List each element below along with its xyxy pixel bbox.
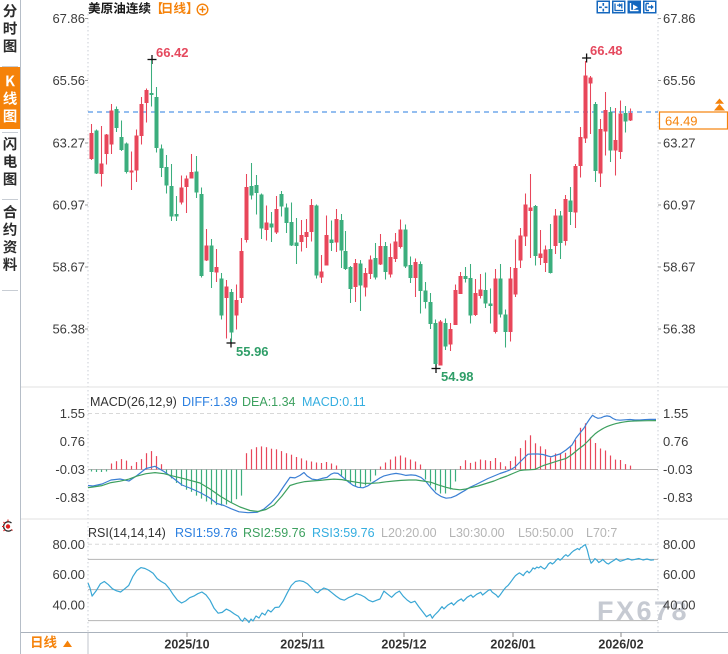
svg-text:L50:50.00: L50:50.00 [518,526,574,540]
svg-text:-0.83: -0.83 [55,490,85,505]
svg-text:55.96: 55.96 [236,344,269,359]
svg-text:0.76: 0.76 [663,434,688,449]
svg-text:56.38: 56.38 [52,322,85,337]
svg-text:2026/02: 2026/02 [598,638,643,652]
svg-text:L70:7: L70:7 [586,526,617,540]
svg-text:0.76: 0.76 [60,434,85,449]
svg-text:60.97: 60.97 [663,198,696,213]
svg-text:-0.83: -0.83 [663,490,693,505]
svg-text:DEA:1.34: DEA:1.34 [242,395,296,409]
svg-text:40.00: 40.00 [663,597,696,612]
svg-text:67.86: 67.86 [663,11,696,26]
svg-text:65.56: 65.56 [52,73,85,88]
svg-text:L30:30.00: L30:30.00 [449,526,505,540]
svg-text:DIFF:1.39: DIFF:1.39 [182,395,238,409]
svg-text:67.86: 67.86 [52,11,85,26]
svg-text:2026/01: 2026/01 [490,638,535,652]
svg-text:64.49: 64.49 [665,114,698,129]
svg-text:66.42: 66.42 [156,45,189,60]
svg-text:60.00: 60.00 [52,567,85,582]
svg-text:-0.03: -0.03 [55,462,85,477]
svg-text:RSI1:59.76: RSI1:59.76 [175,526,238,540]
svg-text:RSI(14,14,14): RSI(14,14,14) [88,526,166,540]
svg-text:2025/12: 2025/12 [381,638,426,652]
svg-text:80.00: 80.00 [52,537,85,552]
svg-text:MACD(26,12,9): MACD(26,12,9) [90,395,177,409]
svg-text:54.98: 54.98 [441,369,474,384]
svg-text:66.48: 66.48 [590,43,623,58]
svg-text:56.38: 56.38 [663,322,696,337]
svg-text:63.27: 63.27 [52,136,85,151]
svg-text:60.00: 60.00 [663,567,696,582]
svg-text:1.55: 1.55 [663,406,688,421]
svg-text:-0.03: -0.03 [663,462,693,477]
svg-text:MACD:0.11: MACD:0.11 [302,395,366,409]
svg-text:80.00: 80.00 [663,537,696,552]
svg-text:65.56: 65.56 [663,73,696,88]
svg-text:1.55: 1.55 [60,406,85,421]
svg-text:40.00: 40.00 [52,597,85,612]
svg-text:60.97: 60.97 [52,198,85,213]
svg-text:2025/10: 2025/10 [164,638,209,652]
svg-text:RSI3:59.76: RSI3:59.76 [312,526,375,540]
svg-text:2025/11: 2025/11 [280,638,325,652]
svg-text:63.27: 63.27 [663,136,696,151]
svg-text:L20:20.00: L20:20.00 [381,526,437,540]
svg-text:58.67: 58.67 [663,260,696,275]
svg-text:RSI2:59.76: RSI2:59.76 [243,526,306,540]
svg-text:58.67: 58.67 [52,260,85,275]
